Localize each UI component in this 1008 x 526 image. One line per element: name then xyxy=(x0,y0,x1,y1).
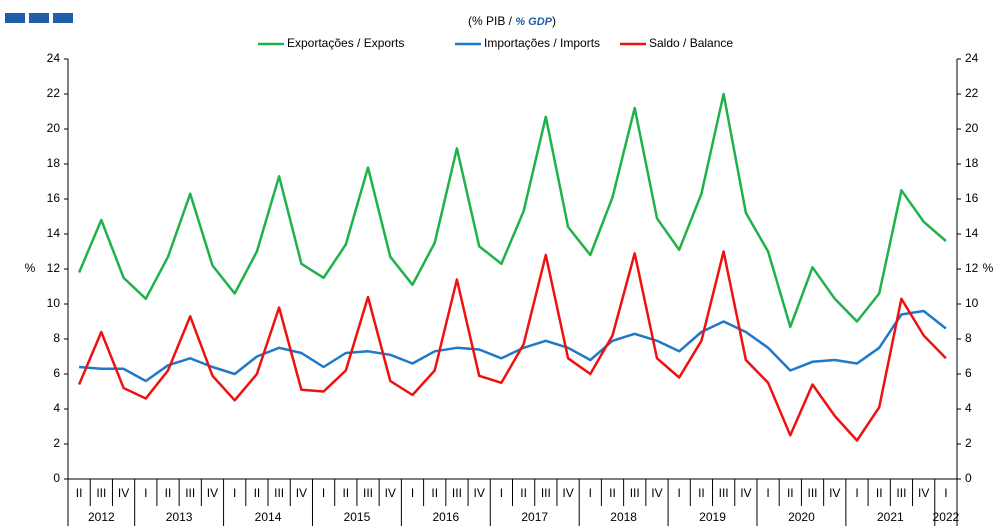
y-tick-label: 4 xyxy=(53,401,60,415)
y2-tick-label: 16 xyxy=(965,191,979,205)
y-tick-label: 22 xyxy=(47,86,61,100)
x-tick-label: II xyxy=(342,486,349,500)
y-tick-label: 24 xyxy=(47,51,61,65)
x-tick-label: III xyxy=(630,486,640,500)
y2-tick-label: 4 xyxy=(965,401,972,415)
x-group-label: 2013 xyxy=(166,510,193,524)
x-tick-label: II xyxy=(609,486,616,500)
subtitle-part: (% PIB / xyxy=(468,14,515,28)
x-tick-label: III xyxy=(896,486,906,500)
x-tick-label: II xyxy=(76,486,83,500)
x-group-label: 2014 xyxy=(255,510,282,524)
x-tick-label: I xyxy=(411,486,414,500)
series-line xyxy=(77,250,947,442)
legend-label: Importações / Imports xyxy=(484,36,600,50)
y2-tick-label: 20 xyxy=(965,121,979,135)
x-group-label: 2020 xyxy=(788,510,815,524)
x-tick-label: II xyxy=(876,486,883,500)
y-tick-label: 18 xyxy=(47,156,61,170)
y-tick-label: 0 xyxy=(53,471,60,485)
series-line xyxy=(77,92,947,329)
x-group-label: 2015 xyxy=(344,510,371,524)
y-tick-label: 20 xyxy=(47,121,61,135)
y2-tick-label: 22 xyxy=(965,86,979,100)
x-tick-label: I xyxy=(855,486,858,500)
x-group-label: 2022 xyxy=(933,510,960,524)
x-tick-label: IV xyxy=(473,486,484,500)
x-tick-label: III xyxy=(452,486,462,500)
y2-tick-label: 6 xyxy=(965,366,972,380)
x-tick-label: II xyxy=(254,486,261,500)
y-tick-label: 14 xyxy=(47,226,61,240)
x-tick-label: II xyxy=(165,486,172,500)
legend-label: Exportações / Exports xyxy=(287,36,404,50)
x-group-label: 2016 xyxy=(432,510,459,524)
logo xyxy=(53,13,73,23)
y2-tick-label: 18 xyxy=(965,156,979,170)
x-tick-label: IV xyxy=(118,486,129,500)
y2-tick-label: 0 xyxy=(965,471,972,485)
x-tick-label: IV xyxy=(829,486,840,500)
x-tick-label: IV xyxy=(207,486,218,500)
y2-axis-label: % xyxy=(983,261,994,275)
legend-label: Saldo / Balance xyxy=(649,36,733,50)
logo xyxy=(5,13,25,23)
y-tick-label: 10 xyxy=(47,296,61,310)
y2-tick-label: 2 xyxy=(965,436,972,450)
y2-tick-label: 12 xyxy=(965,261,979,275)
x-tick-label: II xyxy=(431,486,438,500)
x-group-label: 2017 xyxy=(521,510,548,524)
x-tick-label: IV xyxy=(562,486,573,500)
x-tick-label: IV xyxy=(385,486,396,500)
subtitle-part: % GDP xyxy=(515,16,552,28)
x-tick-label: I xyxy=(144,486,147,500)
x-tick-label: II xyxy=(698,486,705,500)
x-tick-label: I xyxy=(944,486,947,500)
x-tick-label: III xyxy=(719,486,729,500)
x-tick-label: III xyxy=(185,486,195,500)
subtitle-part: ) xyxy=(552,14,556,28)
x-tick-label: IV xyxy=(740,486,751,500)
x-tick-label: III xyxy=(808,486,818,500)
x-tick-label: II xyxy=(787,486,794,500)
x-tick-label: I xyxy=(678,486,681,500)
x-tick-label: II xyxy=(520,486,527,500)
x-tick-label: III xyxy=(363,486,373,500)
y-tick-label: 16 xyxy=(47,191,61,205)
y2-tick-label: 14 xyxy=(965,226,979,240)
y-tick-label: 8 xyxy=(53,331,60,345)
x-tick-label: III xyxy=(96,486,106,500)
x-group-label: 2019 xyxy=(699,510,726,524)
x-tick-label: IV xyxy=(918,486,929,500)
logo xyxy=(29,13,49,23)
x-tick-label: I xyxy=(500,486,503,500)
x-tick-label: IV xyxy=(296,486,307,500)
x-tick-label: I xyxy=(322,486,325,500)
series-line xyxy=(78,309,947,383)
y2-tick-label: 8 xyxy=(965,331,972,345)
y2-tick-label: 24 xyxy=(965,51,979,65)
x-group-label: 2021 xyxy=(877,510,904,524)
x-group-label: 2018 xyxy=(610,510,637,524)
subtitle: (% PIB / % GDP) xyxy=(468,14,556,28)
x-group-label: 2012 xyxy=(88,510,115,524)
y2-tick-label: 10 xyxy=(965,296,979,310)
y-tick-label: 12 xyxy=(47,261,61,275)
y-tick-label: 6 xyxy=(53,366,60,380)
x-tick-label: IV xyxy=(651,486,662,500)
x-tick-label: I xyxy=(766,486,769,500)
y-axis-label: % xyxy=(25,261,36,275)
y-tick-label: 2 xyxy=(53,436,60,450)
x-tick-label: I xyxy=(233,486,236,500)
x-tick-label: III xyxy=(541,486,551,500)
x-tick-label: I xyxy=(589,486,592,500)
x-tick-label: III xyxy=(274,486,284,500)
